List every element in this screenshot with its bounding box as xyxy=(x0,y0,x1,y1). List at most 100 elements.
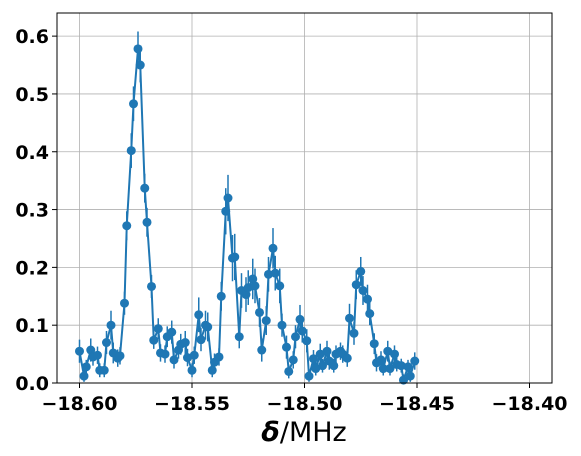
data-point xyxy=(399,375,408,385)
y-tick-label: 0.6 xyxy=(15,26,49,48)
y-tick-label: 0.1 xyxy=(15,315,49,337)
data-point xyxy=(86,345,96,355)
error-bars xyxy=(78,31,416,383)
data-point xyxy=(79,371,89,381)
data-point xyxy=(297,326,307,336)
data-point xyxy=(345,313,354,323)
data-point xyxy=(275,281,285,291)
data-point xyxy=(99,365,109,375)
data-point xyxy=(160,349,170,359)
data-point xyxy=(342,353,352,363)
data-point xyxy=(378,364,388,374)
data-point xyxy=(93,350,102,360)
data-point xyxy=(268,243,278,253)
data-point xyxy=(255,307,264,317)
data-point xyxy=(270,268,280,278)
data-point xyxy=(369,339,379,349)
data-point xyxy=(282,342,291,352)
data-point xyxy=(284,366,294,376)
data-point xyxy=(318,361,327,371)
data-point xyxy=(390,349,399,359)
data-point xyxy=(120,298,129,308)
series-path xyxy=(78,48,416,381)
data-point xyxy=(230,252,240,262)
data-point xyxy=(214,352,224,362)
data-point xyxy=(261,316,271,326)
data-point xyxy=(248,274,258,284)
data-point xyxy=(277,320,287,330)
data-point xyxy=(102,338,111,348)
data-point xyxy=(309,354,318,364)
y-tick-label: 0.2 xyxy=(15,257,49,279)
data-point xyxy=(81,362,91,372)
data-point xyxy=(203,322,213,332)
data-point xyxy=(351,280,361,290)
data-point xyxy=(129,99,138,109)
x-tick-label: −18.60 xyxy=(41,393,117,415)
data-point xyxy=(153,324,163,334)
data-point xyxy=(142,217,152,227)
data-point xyxy=(147,281,156,291)
data-point xyxy=(207,365,217,375)
data-points xyxy=(75,44,420,385)
data-point xyxy=(75,346,84,356)
data-point xyxy=(295,314,305,324)
data-point xyxy=(189,350,199,360)
y-tick-label: 0.4 xyxy=(15,142,49,164)
data-point xyxy=(126,146,136,156)
data-point xyxy=(288,355,298,365)
data-point xyxy=(396,361,406,371)
y-tick-label: 0.0 xyxy=(15,373,49,395)
data-point xyxy=(315,349,325,359)
data-point xyxy=(169,355,179,365)
data-point xyxy=(311,364,321,374)
data-point xyxy=(291,332,300,342)
data-point xyxy=(383,346,393,356)
data-point xyxy=(216,291,226,301)
data-point xyxy=(122,221,132,231)
data-point xyxy=(322,346,332,356)
data-point xyxy=(403,362,413,372)
data-point xyxy=(405,371,415,381)
data-point xyxy=(349,328,359,338)
x-tick-label: −18.40 xyxy=(491,393,567,415)
y-axis-ticks: 0.0 0.1 0.2 0.3 0.4 0.5 0.6 xyxy=(15,26,57,395)
x-axis-label: δ/MHz xyxy=(261,417,346,448)
data-point xyxy=(376,355,386,365)
data-point xyxy=(241,290,251,300)
data-point xyxy=(356,266,366,276)
x-axis-label-unit: /MHz xyxy=(280,417,347,448)
data-point xyxy=(250,281,260,291)
data-point xyxy=(167,327,177,337)
data-point xyxy=(385,364,395,374)
data-point xyxy=(358,286,368,295)
x-tick-label: −18.55 xyxy=(154,393,230,415)
data-point xyxy=(187,365,197,375)
data-point xyxy=(410,356,420,366)
data-point xyxy=(304,371,314,381)
data-point xyxy=(223,193,233,203)
data-point xyxy=(180,338,190,348)
data-point xyxy=(264,269,273,279)
data-point xyxy=(135,60,145,70)
data-point xyxy=(221,206,231,216)
data-point xyxy=(194,310,204,320)
data-point xyxy=(257,345,267,355)
y-tick-label: 0.5 xyxy=(15,84,49,106)
data-point xyxy=(149,335,159,345)
data-point xyxy=(243,283,253,293)
data-point xyxy=(183,353,192,363)
data-point xyxy=(329,361,339,371)
x-tick-label: −18.45 xyxy=(379,393,455,415)
data-point xyxy=(196,335,206,345)
x-axis-label-symbol: δ xyxy=(261,417,280,448)
series-line xyxy=(78,48,416,381)
data-point xyxy=(133,44,143,54)
data-point xyxy=(234,332,244,342)
data-point xyxy=(115,351,125,361)
data-point xyxy=(106,320,116,330)
x-tick-label: −18.50 xyxy=(266,393,342,415)
data-point xyxy=(365,309,375,319)
x-axis-ticks: −18.60 −18.55 −18.50 −18.45 −18.40 xyxy=(41,383,568,415)
